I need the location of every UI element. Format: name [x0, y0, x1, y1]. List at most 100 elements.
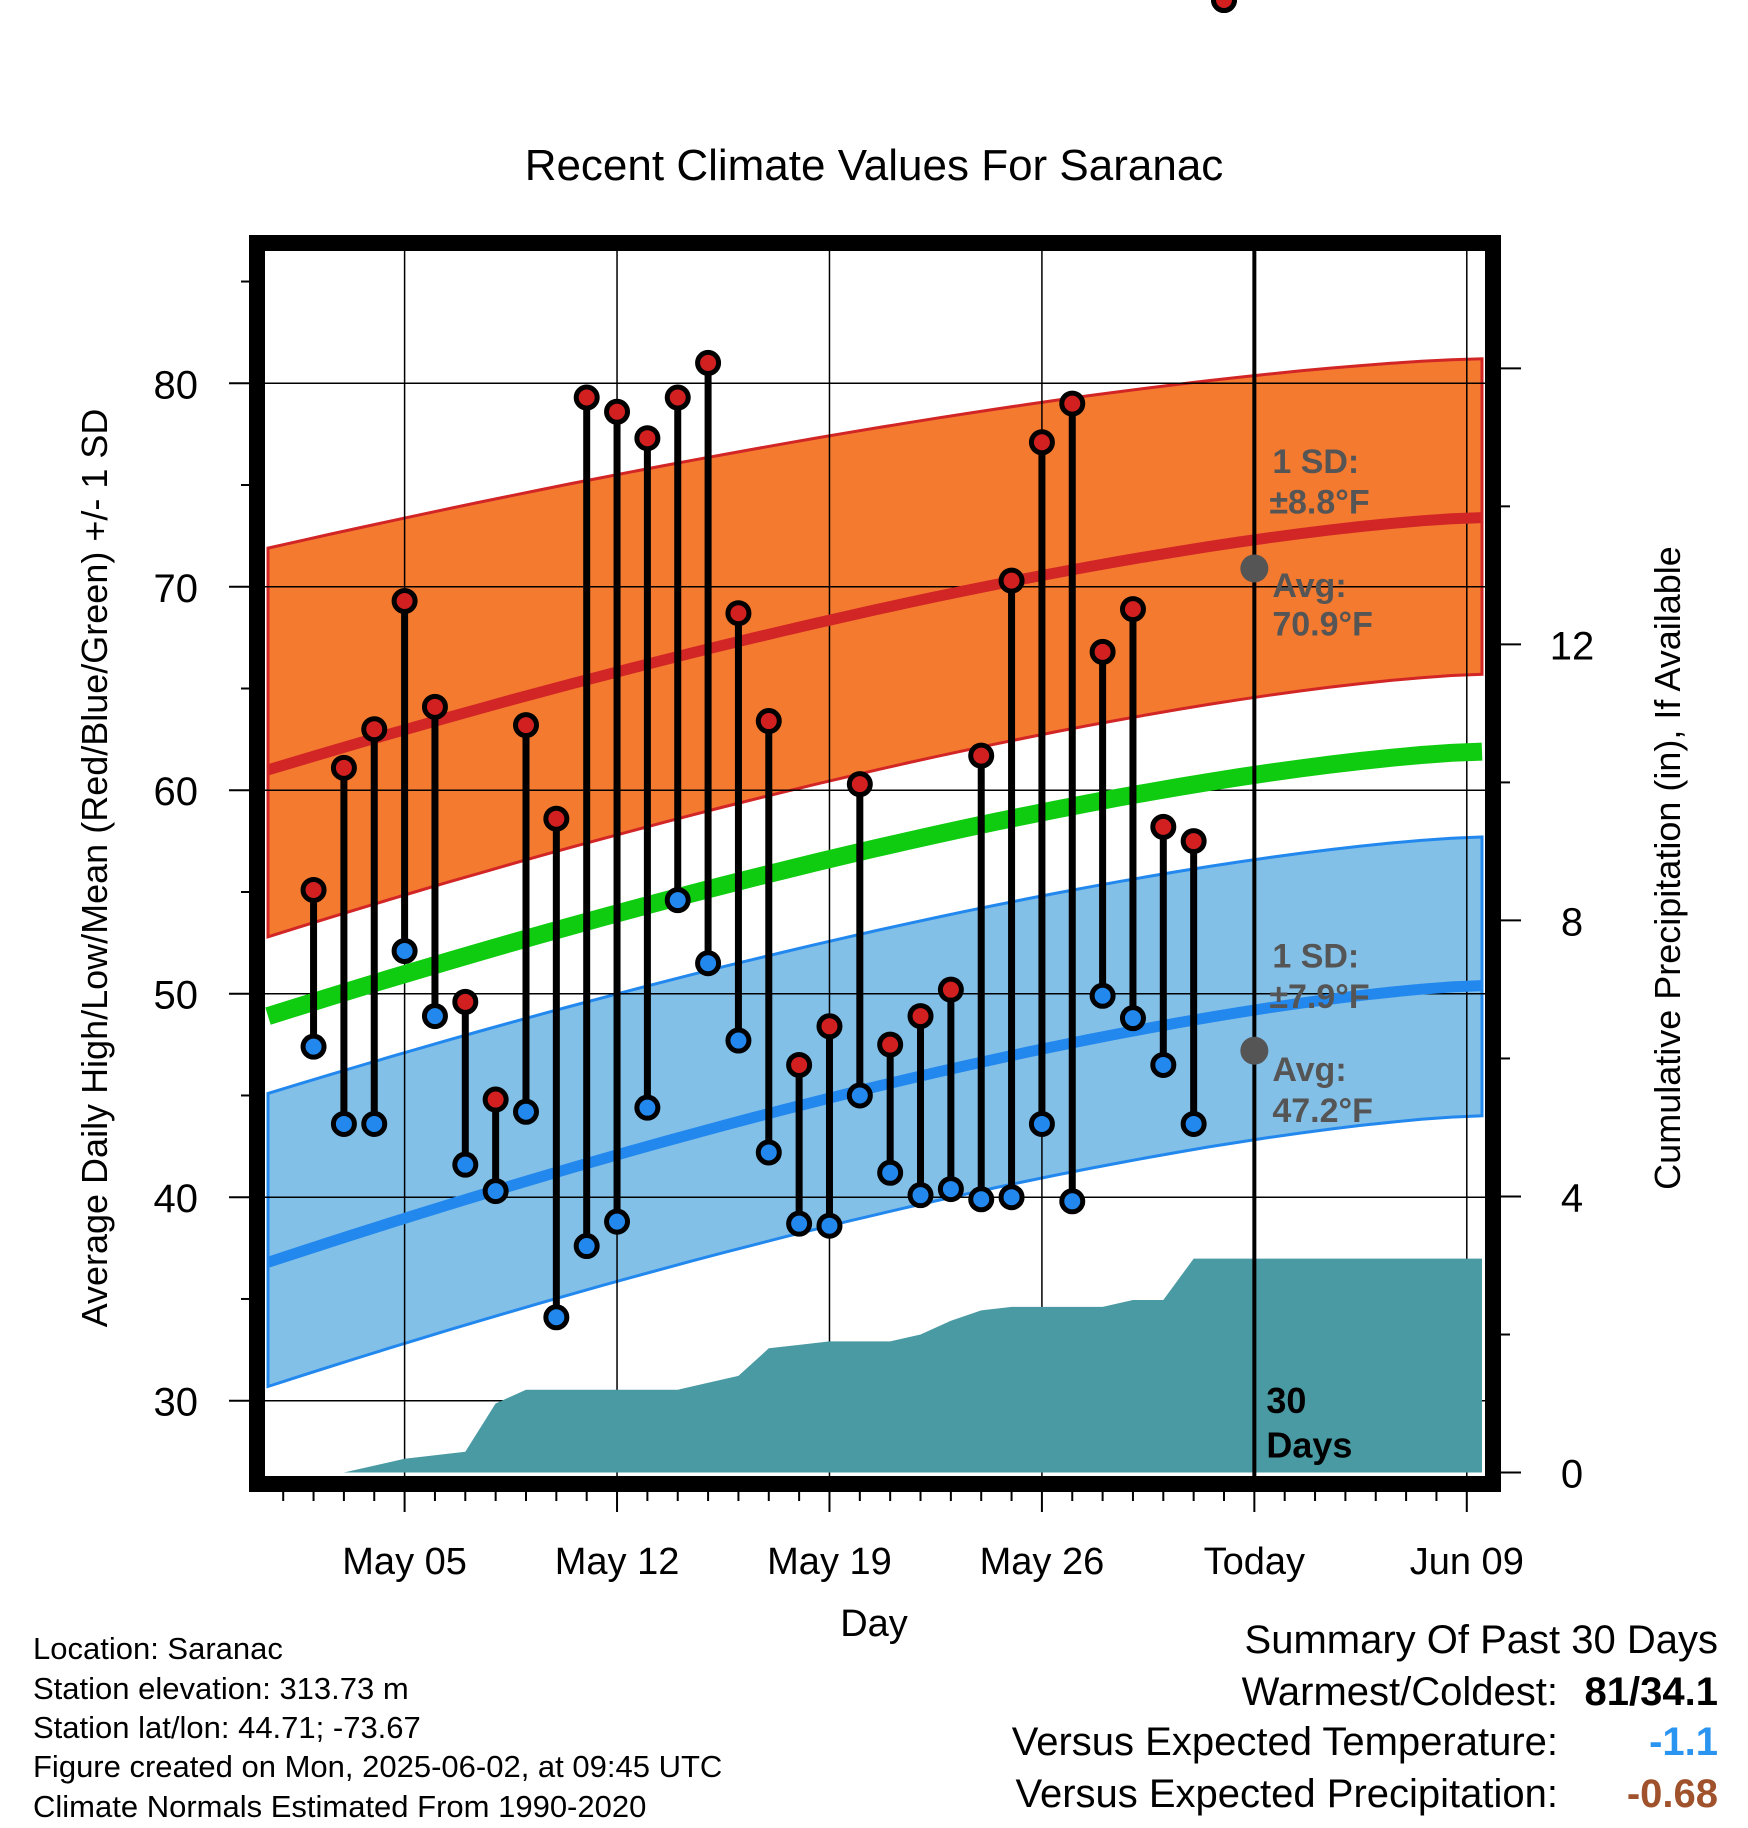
daily-high-point	[1119, 596, 1146, 623]
daily-low-point	[391, 938, 418, 964]
chart-title: Recent Climate Values For Saranac	[525, 141, 1224, 190]
daily-low-point	[452, 1151, 479, 1178]
x-tick-label: Today	[1204, 1541, 1305, 1583]
daily-high-point	[1089, 638, 1116, 665]
y-tick-label: 50	[154, 974, 199, 1018]
low-sd-value: ±7.9°F	[1269, 978, 1369, 1016]
high-avg-label: Avg:	[1272, 567, 1346, 605]
daily-high-point	[604, 398, 631, 425]
daily-high-point	[907, 1003, 934, 1030]
low-sd-label: 1 SD:	[1272, 937, 1359, 975]
daily-low-point	[786, 1210, 813, 1237]
daily-low-point	[937, 1176, 964, 1203]
summary-warmest-value: 81/34.1	[1584, 1670, 1718, 1714]
daily-high-point	[634, 425, 661, 452]
summary-precip-row: Versus Expected Precipitation: -0.68	[1015, 1772, 1718, 1817]
footer-normals: Climate Normals Estimated From 1990-2020	[33, 1789, 647, 1824]
daily-high-point	[330, 754, 357, 781]
daily-high-point	[1150, 813, 1177, 840]
daily-high-point	[361, 716, 388, 743]
daily-high-point	[300, 876, 327, 903]
y2-tick-label: 8	[1561, 900, 1583, 944]
daily-low-point	[604, 1208, 631, 1235]
summary-temp-label: Versus Expected Temperature:	[1011, 1720, 1558, 1764]
normal-mean-line	[265, 742, 1483, 1025]
y-tick-label: 40	[154, 1177, 199, 1221]
high-sd-value: ±8.8°F	[1269, 484, 1369, 522]
daily-low-point	[1119, 1005, 1146, 1032]
x-tick-label: May 05	[342, 1541, 467, 1583]
x-tick-label: May 26	[980, 1541, 1105, 1583]
normal-low-line	[266, 980, 1483, 1268]
daily-high-point	[786, 1051, 813, 1078]
summary-precip-value: -0.68	[1626, 1772, 1718, 1816]
summary-precip-label: Versus Expected Precipitation:	[1015, 1772, 1558, 1816]
daily-high-point	[846, 771, 873, 798]
y-tick-label: 30	[154, 1381, 199, 1425]
daily-low-point	[300, 1033, 327, 1060]
summary-title: Summary Of Past 30 Days	[1244, 1618, 1718, 1662]
daily-low-point	[330, 1110, 357, 1137]
daily-high-point	[543, 805, 570, 832]
period-unit: Days	[1266, 1425, 1352, 1466]
y2-tick-label: 0	[1561, 1453, 1583, 1497]
daily-high-point	[998, 567, 1025, 594]
summary-temp-row: Versus Expected Temperature: -1.1	[1012, 1720, 1718, 1765]
daily-low-point	[877, 1159, 904, 1186]
x-tick-label: Jun 09	[1410, 1541, 1524, 1583]
footer-created: Figure created on Mon, 2025-06-02, at 09…	[33, 1749, 723, 1784]
daily-high-point	[725, 600, 752, 627]
period-number: 30	[1266, 1380, 1306, 1421]
daily-low-point	[512, 1098, 539, 1125]
high-normal-band	[266, 357, 1484, 939]
x-tick-label: May 19	[767, 1541, 892, 1583]
daily-high-point	[1028, 429, 1055, 456]
low-avg-value: 47.2°F	[1272, 1092, 1373, 1130]
summary-warmest-row: Warmest/Coldest: 81/34.1	[1242, 1670, 1718, 1715]
y-tick-label: 80	[154, 363, 199, 407]
daily-high-point	[482, 1086, 509, 1113]
daily-low-point	[968, 1186, 995, 1213]
daily-low-point	[695, 950, 722, 977]
high-avg-value: 70.9°F	[1272, 606, 1373, 644]
daily-low-point	[907, 1182, 934, 1209]
daily-high-point	[452, 988, 479, 1015]
daily-low-point	[1150, 1051, 1177, 1078]
y-tick-label: 70	[154, 567, 199, 611]
footer-elevation: Station elevation: 313.73 m	[33, 1671, 409, 1706]
y2-tick-label: 4	[1561, 1176, 1583, 1220]
daily-high-point	[573, 384, 600, 411]
daily-high-point	[937, 976, 964, 1003]
daily-high-point	[755, 708, 782, 735]
summary-warmest-label: Warmest/Coldest:	[1241, 1670, 1558, 1714]
daily-low-point	[482, 1178, 509, 1205]
daily-high-point	[695, 349, 722, 376]
daily-low-point	[846, 1082, 873, 1109]
daily-high-point	[664, 384, 691, 411]
daily-low-point	[421, 1003, 448, 1030]
daily-low-point	[573, 1233, 600, 1260]
daily-low-point	[634, 1094, 661, 1121]
daily-low-point	[1059, 1188, 1086, 1215]
daily-high-point	[1180, 828, 1207, 855]
y2-tick-label: 12	[1550, 624, 1595, 668]
daily-low-point	[664, 887, 691, 914]
precip-area	[268, 1258, 1482, 1473]
daily-high-point	[1059, 390, 1086, 417]
daily-high-point	[391, 588, 418, 614]
daily-high-point	[512, 712, 539, 739]
daily-low-point	[1028, 1110, 1055, 1137]
daily-high-point	[968, 742, 995, 769]
daily-low-point	[1089, 982, 1116, 1009]
daily-high-point	[1211, 0, 1238, 13]
daily-low-point	[361, 1110, 388, 1137]
daily-low-point	[725, 1027, 752, 1054]
footer-location: Location: Saranac	[33, 1631, 283, 1666]
low-normal-band	[266, 835, 1484, 1389]
today-high-avg-marker	[1240, 554, 1269, 583]
plot-frame	[249, 235, 1501, 1492]
low-avg-label: Avg:	[1272, 1051, 1346, 1089]
high-sd-label: 1 SD:	[1272, 443, 1359, 481]
daily-low-point	[1180, 1110, 1207, 1137]
